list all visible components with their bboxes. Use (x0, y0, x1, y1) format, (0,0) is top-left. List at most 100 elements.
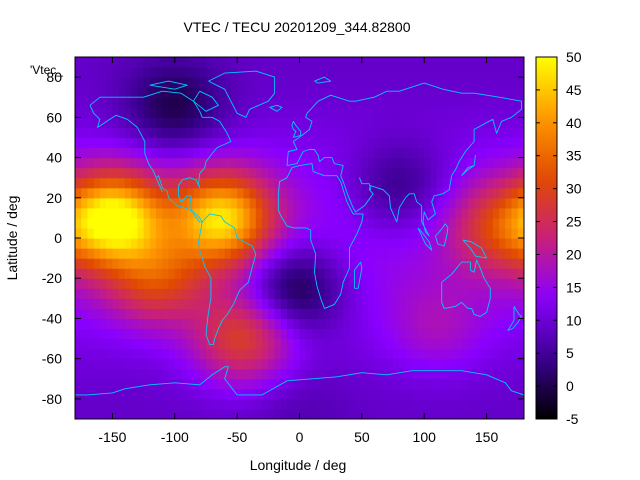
heatmap-cell (517, 177, 524, 189)
heatmap-cell (343, 187, 350, 199)
heatmap-cell (280, 97, 288, 108)
heatmap-cell (336, 197, 344, 209)
heatmap-cell (249, 127, 257, 139)
heatmap-cell (218, 197, 226, 209)
heatmap-cell (361, 137, 369, 149)
heatmap-cell (374, 358, 382, 370)
heatmap-cell (343, 77, 350, 88)
heatmap-cell (505, 408, 513, 419)
heatmap-cell (355, 117, 363, 128)
heatmap-cell (262, 137, 269, 149)
heatmap-cell (324, 137, 332, 149)
heatmap-cell (393, 227, 400, 239)
heatmap-cell (162, 348, 170, 360)
heatmap-cell (336, 167, 344, 179)
heatmap-cell (405, 408, 413, 419)
heatmap-cell (349, 217, 357, 229)
heatmap-cell (255, 227, 263, 239)
heatmap-cell (417, 117, 425, 128)
heatmap-cell (380, 157, 388, 169)
heatmap-cell (355, 408, 363, 419)
heatmap-cell (230, 147, 238, 159)
heatmap-cell (249, 278, 257, 289)
heatmap-cell (287, 318, 294, 330)
heatmap-cell (93, 378, 101, 390)
heatmap-cell (417, 358, 425, 370)
colorbar-tick-label: 5 (566, 345, 574, 361)
heatmap-cell (349, 318, 357, 330)
heatmap-cell (131, 227, 138, 239)
heatmap-cell (474, 238, 481, 249)
heatmap-cell (199, 368, 207, 380)
heatmap-cell (230, 408, 238, 419)
heatmap-cell (368, 127, 375, 139)
heatmap-cell (212, 368, 220, 380)
heatmap-cell (467, 358, 475, 370)
heatmap-cell (199, 77, 207, 88)
heatmap-cell (436, 268, 444, 279)
colorbar-tick-label: 40 (566, 115, 582, 131)
heatmap-cell (193, 167, 201, 179)
heatmap-cell (112, 137, 120, 149)
heatmap-cell (131, 177, 138, 189)
heatmap-cell (187, 268, 195, 279)
heatmap-cell (224, 398, 232, 410)
heatmap-cell (118, 298, 126, 309)
heatmap-cell (311, 368, 319, 380)
heatmap-cell (124, 107, 132, 118)
y-tick-label: -40 (42, 310, 62, 326)
heatmap-cell (474, 107, 481, 118)
heatmap-cell (112, 187, 120, 199)
heatmap-cell (480, 348, 488, 360)
heatmap-cell (324, 157, 332, 169)
heatmap-cell (424, 187, 432, 199)
heatmap-cell (442, 227, 450, 239)
heatmap-cell (112, 77, 120, 88)
heatmap-cell (268, 117, 276, 128)
heatmap-cell (162, 107, 170, 118)
heatmap-cell (349, 157, 357, 169)
heatmap-cell (205, 137, 213, 149)
heatmap-cell (405, 288, 413, 299)
heatmap-cell (287, 147, 294, 159)
heatmap-cell (199, 57, 207, 68)
heatmap-cell (380, 248, 388, 259)
heatmap-cell (405, 388, 413, 400)
heatmap-cell (399, 388, 407, 400)
heatmap-cell (442, 147, 450, 159)
heatmap-cell (230, 348, 238, 360)
heatmap-cell (311, 268, 319, 279)
heatmap-cell (212, 147, 220, 159)
heatmap-cell (505, 97, 513, 108)
heatmap-cell (349, 87, 357, 98)
heatmap-cell (380, 378, 388, 390)
heatmap-cell (299, 217, 307, 229)
heatmap-cell (268, 308, 276, 320)
heatmap-cell (156, 298, 163, 309)
heatmap-cell (424, 378, 432, 390)
heatmap-cell (324, 408, 332, 419)
heatmap-cell (181, 408, 188, 419)
heatmap-cell (474, 97, 481, 108)
heatmap-cell (87, 177, 95, 189)
heatmap-cell (187, 227, 195, 239)
heatmap-cell (274, 57, 282, 68)
heatmap-cell (318, 187, 326, 199)
heatmap-cell (205, 268, 213, 279)
heatmap-cell (287, 288, 294, 299)
heatmap-cell (205, 288, 213, 299)
heatmap-cell (517, 57, 524, 68)
heatmap-cell (255, 77, 263, 88)
heatmap-cell (237, 368, 244, 380)
heatmap-cell (75, 137, 82, 149)
heatmap-cell (305, 378, 313, 390)
heatmap-cell (436, 127, 444, 139)
heatmap-cell (517, 398, 524, 410)
heatmap-cell (386, 238, 394, 249)
heatmap-cell (93, 248, 101, 259)
heatmap-cell (75, 117, 82, 128)
heatmap-cell (187, 77, 195, 88)
heatmap-cell (305, 87, 313, 98)
heatmap-cell (149, 308, 157, 320)
heatmap-cell (287, 177, 294, 189)
